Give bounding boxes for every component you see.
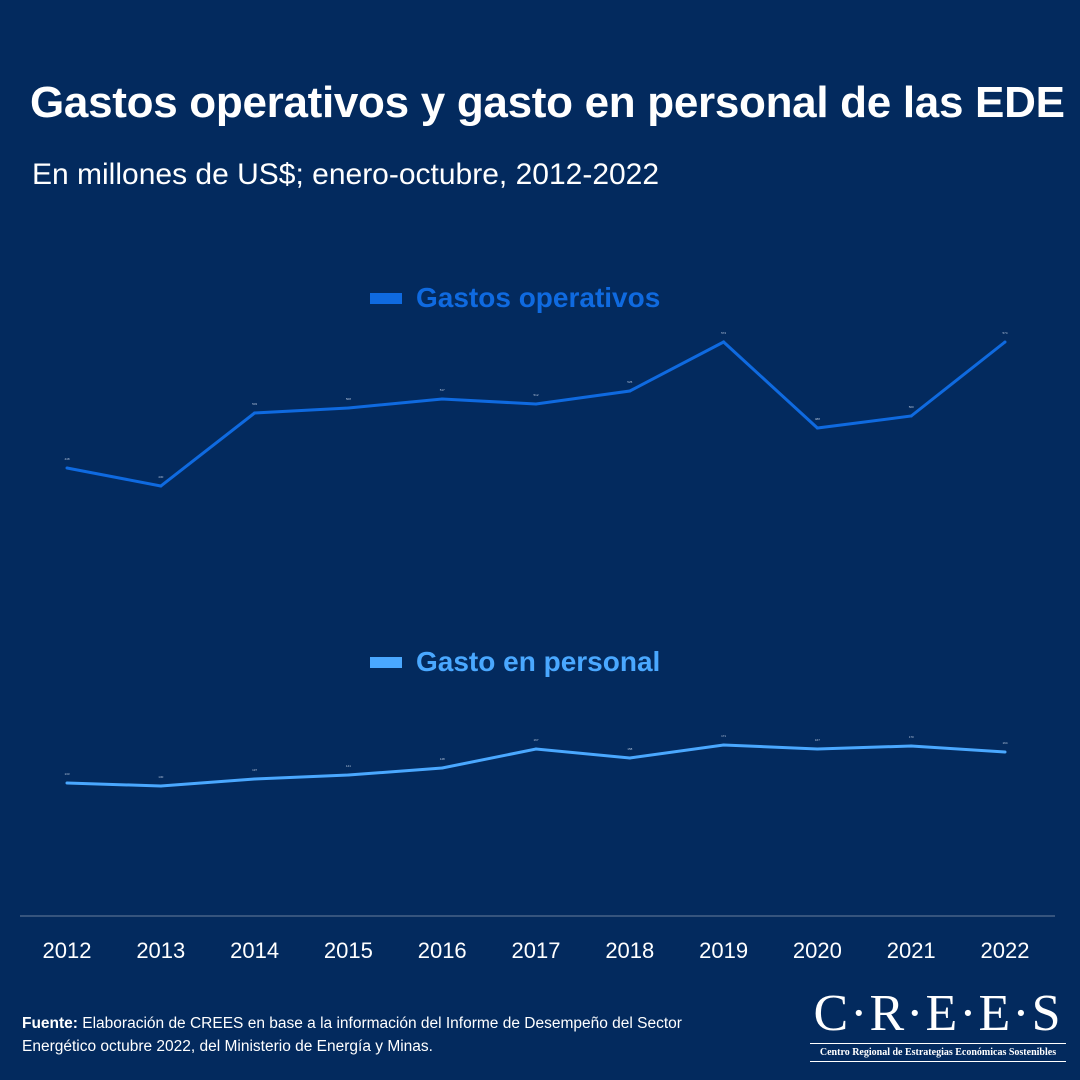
data-label: 164	[1002, 741, 1007, 745]
legend-label: Gastos operativos	[416, 282, 661, 313]
legend-gastos-operativos: Gastos operativos	[370, 282, 660, 314]
x-tick-label: 2021	[887, 938, 936, 963]
x-tick-label: 2014	[230, 938, 279, 963]
crees-logo: C·R·E·E·S Centro Regional de Estrategias…	[810, 985, 1066, 1062]
legend-label: Gasto en personal	[416, 646, 661, 677]
legend-swatch	[370, 292, 402, 304]
data-label: 525	[627, 380, 632, 384]
data-point	[815, 747, 819, 751]
data-point	[722, 340, 726, 344]
data-point	[346, 406, 350, 410]
data-label: 137	[252, 768, 257, 772]
data-label: 171	[721, 734, 726, 738]
data-point	[65, 781, 69, 785]
data-point	[253, 411, 257, 415]
logo-tagline: Centro Regional de Estrategias Económica…	[810, 1043, 1066, 1062]
data-label: 170	[909, 735, 914, 739]
data-point	[628, 389, 632, 393]
data-label: 430	[158, 475, 163, 479]
data-point	[65, 466, 69, 470]
data-point	[815, 426, 819, 430]
data-label: 512	[533, 393, 538, 397]
series-line-0	[66, 340, 1006, 488]
data-label: 141	[346, 764, 351, 768]
source-label: Fuente:	[22, 1015, 78, 1032]
data-label: 148	[440, 757, 445, 761]
data-label: 448	[64, 457, 69, 461]
chart-title: Gastos operativos y gasto en personal de…	[30, 78, 1065, 127]
data-point	[1003, 340, 1007, 344]
data-label: 167	[815, 738, 820, 742]
data-label: 500	[909, 405, 914, 409]
data-point	[159, 784, 163, 788]
data-label: 503	[252, 402, 257, 406]
source-text: Elaboración de CREES en base a la inform…	[22, 1015, 682, 1055]
x-tick-label: 2013	[136, 938, 185, 963]
data-label: 517	[440, 388, 445, 392]
data-point	[159, 484, 163, 488]
data-label: 574	[1002, 331, 1007, 335]
x-tick-label: 2018	[605, 938, 654, 963]
legend-swatch	[370, 656, 402, 668]
data-point	[253, 777, 257, 781]
data-point	[534, 402, 538, 406]
chart-subtitle: En millones de US$; enero-octubre, 2012-…	[32, 158, 660, 191]
x-tick-label: 2016	[418, 938, 467, 963]
data-label: 508	[346, 397, 351, 401]
data-point	[346, 773, 350, 777]
x-tick-label: 2020	[793, 938, 842, 963]
data-label: 130	[158, 775, 163, 779]
x-tick-label: 2019	[699, 938, 748, 963]
data-label: 167	[533, 738, 538, 742]
source-note: Fuente: Elaboración de CREES en base a l…	[22, 1012, 742, 1058]
data-point	[909, 744, 913, 748]
data-point	[909, 414, 913, 418]
data-label: 158	[627, 747, 632, 751]
data-point	[440, 397, 444, 401]
data-label: 574	[721, 331, 726, 335]
data-point	[440, 766, 444, 770]
x-tick-label: 2022	[981, 938, 1030, 963]
x-tick-label: 2017	[512, 938, 561, 963]
x-tick-label: 2015	[324, 938, 373, 963]
data-point	[722, 743, 726, 747]
x-tick-label: 2012	[43, 938, 92, 963]
data-point	[628, 756, 632, 760]
logo-name: C·R·E·E·S	[813, 985, 1063, 1042]
data-point	[534, 747, 538, 751]
series-line-1	[66, 743, 1006, 788]
data-point	[1003, 750, 1007, 754]
legend-gasto-personal: Gasto en personal	[370, 646, 660, 678]
data-label: 133	[64, 772, 69, 776]
data-label: 488	[815, 417, 820, 421]
line-chart: 2012 2013 2014 2015 2016 2017 2018 2019 2020 2021…	[20, 331, 1055, 963]
